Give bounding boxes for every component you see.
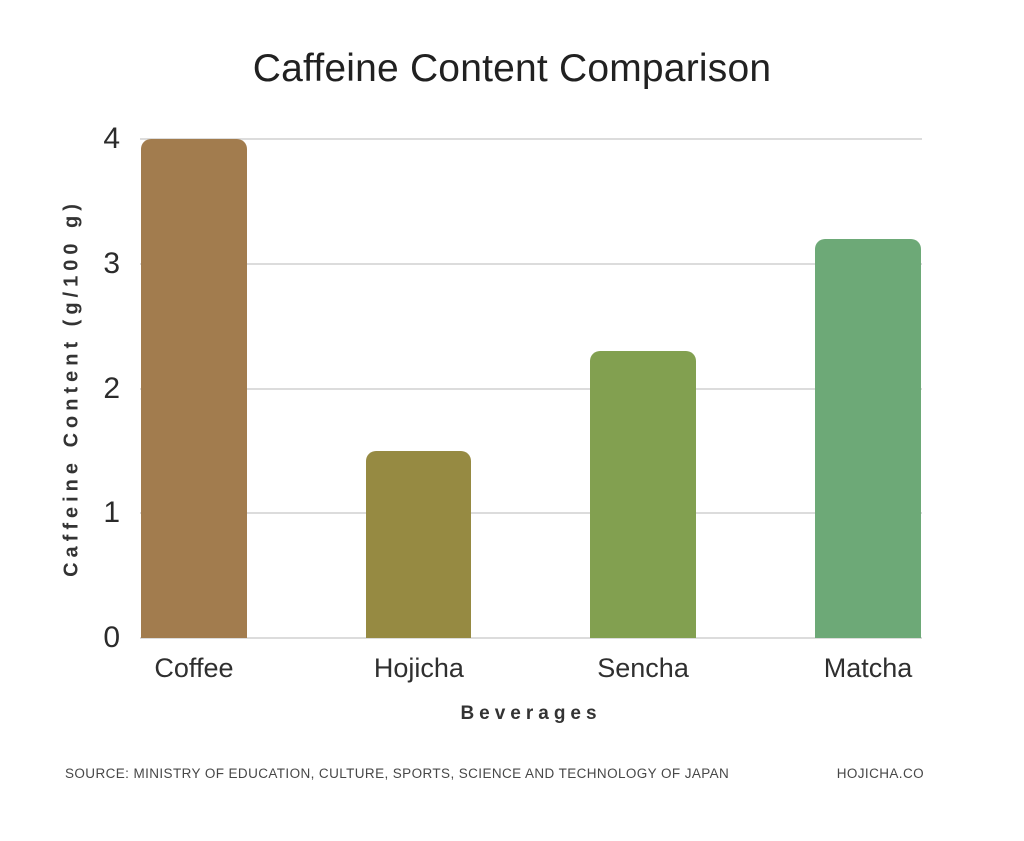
x-tick-label-coffee: Coffee (154, 653, 234, 683)
chart-title: Caffeine Content Comparison (252, 47, 772, 90)
y-tick-label-3: 3 (103, 246, 120, 280)
bar-sencha (590, 351, 696, 638)
gridline-y-2 (140, 387, 922, 390)
gridline-y-3 (140, 262, 922, 265)
y-tick-label-2: 2 (103, 371, 120, 405)
y-tick-label-1: 1 (103, 496, 120, 530)
y-axis-title: Caffeine Content (g/100 g) (60, 199, 83, 577)
gridline-y-0 (140, 637, 922, 639)
y-tick-label-4: 4 (103, 122, 120, 155)
source-attribution: SOURCE: MINISTRY OF EDUCATION, CULTURE, … (65, 766, 730, 781)
y-tick-label-0: 0 (103, 621, 120, 654)
plot-area: 0 1 2 3 4 Coffee Hojicha Sencha Matcha (103, 124, 922, 683)
gridline-y-1 (140, 512, 922, 515)
x-tick-label-sencha: Sencha (597, 653, 689, 683)
x-tick-label-hojicha: Hojicha (373, 653, 464, 683)
x-axis-title: Beverages (460, 703, 602, 724)
brand-watermark: HOJICHA.CO (836, 766, 924, 781)
x-tick-label-matcha: Matcha (823, 653, 913, 683)
bar-hojicha (366, 450, 472, 638)
footer: SOURCE: MINISTRY OF EDUCATION, CULTURE, … (65, 766, 924, 781)
gridline-y-4 (140, 138, 922, 140)
bar-coffee (141, 139, 247, 638)
bar-matcha (815, 238, 921, 638)
